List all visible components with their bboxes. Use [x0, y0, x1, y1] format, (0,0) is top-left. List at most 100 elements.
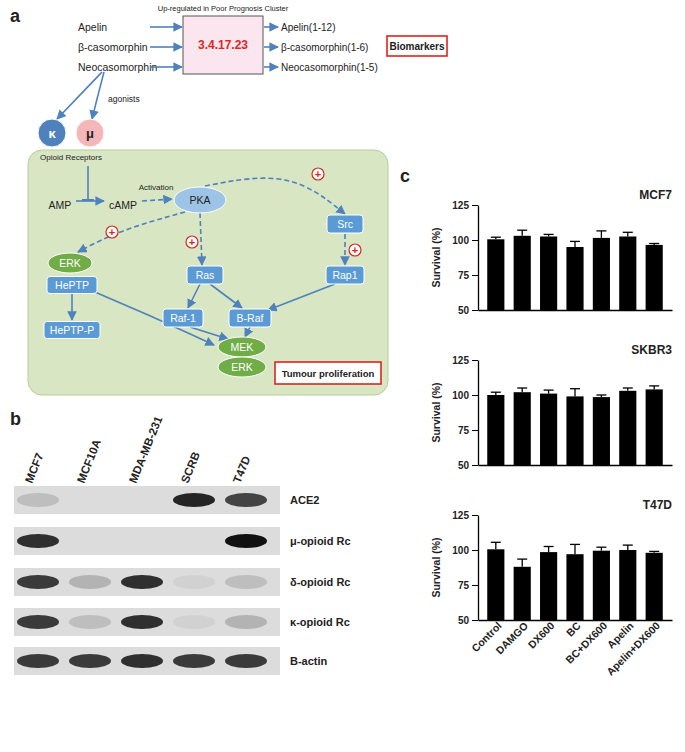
- enzyme: 3.4.17.23: [198, 38, 248, 52]
- lane-label: MDA-MB-231: [127, 414, 165, 485]
- heptp-heptpp: [71, 294, 73, 320]
- tick-label: DAMGO: [493, 619, 530, 656]
- tick-label: DX600: [525, 619, 556, 650]
- biomarkers-box: [387, 36, 447, 56]
- error-cap: [517, 558, 527, 559]
- outcome: Tumour proliferation: [282, 368, 375, 379]
- tick-label: BC+DX600: [563, 619, 609, 665]
- cell: [28, 150, 388, 395]
- error-stem: [601, 231, 602, 238]
- bar: [566, 554, 583, 620]
- error-cap: [623, 544, 633, 545]
- lane-label: MCF7: [23, 451, 46, 485]
- error-bar: [517, 559, 527, 567]
- plus-circle: [312, 168, 324, 180]
- error-stem: [495, 542, 496, 549]
- blot-strip: [14, 568, 280, 596]
- band: [173, 654, 215, 668]
- band: [69, 575, 111, 589]
- node-label: cAMP: [109, 199, 137, 211]
- tick: BC+DX600: [563, 619, 609, 665]
- lane-label: MCF10A: [75, 438, 103, 485]
- error-bar: [649, 244, 659, 245]
- bar: [619, 237, 636, 311]
- substrate-arrow: [150, 26, 182, 28]
- tick-mark: [472, 310, 478, 311]
- node-src: [327, 215, 363, 233]
- node-label: Ras: [196, 269, 215, 281]
- band: [121, 654, 163, 668]
- plus-circle: [106, 226, 118, 238]
- tick-label: 50: [458, 460, 470, 471]
- error-cap: [623, 232, 633, 233]
- pka-erk: [78, 212, 185, 252]
- error-stem: [574, 241, 575, 247]
- bar: [540, 237, 557, 311]
- y-axis-title: Survival (%): [430, 227, 442, 287]
- tick-mark: [472, 515, 478, 516]
- chart-title: T47D: [643, 498, 673, 512]
- bar: [646, 245, 663, 310]
- bar: [593, 238, 610, 310]
- error-bar: [570, 544, 580, 554]
- tick: 75: [458, 580, 478, 591]
- row-label: ACE2: [290, 494, 319, 506]
- bar: [540, 552, 557, 620]
- rap1-braf: [268, 284, 335, 310]
- ras-braf: [210, 284, 242, 308]
- band: [69, 654, 111, 668]
- tick-mark: [472, 465, 478, 466]
- band: [17, 575, 59, 589]
- tick-label: 100: [452, 390, 469, 401]
- tick-label: 125: [452, 355, 469, 366]
- tick: 100: [452, 390, 478, 401]
- band: [173, 575, 215, 589]
- tick-label: 125: [452, 510, 469, 521]
- error-bar: [623, 232, 633, 236]
- node-pka: [174, 187, 226, 213]
- biomarkers: Biomarkers: [389, 41, 444, 52]
- band: [225, 534, 267, 548]
- error-bar: [491, 542, 501, 549]
- agonists: agonists: [108, 94, 140, 104]
- panel-label: c: [400, 166, 410, 186]
- node-label: Raf-1: [170, 312, 196, 324]
- tick-label: 75: [458, 270, 470, 281]
- y-axis: 5075100125: [452, 510, 478, 626]
- error-bar: [596, 547, 606, 551]
- bar: [593, 397, 610, 465]
- error-bar: [544, 547, 554, 553]
- node-mek: [218, 337, 266, 357]
- plot-area: [487, 230, 663, 310]
- node-label: Src: [337, 218, 353, 230]
- tick: DX600: [525, 619, 556, 650]
- receptor-label: μ: [86, 126, 94, 141]
- error-cap: [491, 237, 501, 238]
- band: [225, 615, 267, 629]
- axis-line: [478, 361, 479, 466]
- tick-mark: [472, 240, 478, 241]
- error-bar: [649, 551, 659, 552]
- bar: [566, 396, 583, 465]
- tick-mark: [472, 620, 478, 621]
- axis-line: [479, 465, 673, 466]
- error-stem: [574, 389, 575, 397]
- src-rap1: [344, 234, 346, 265]
- chart: 5075100125MCF7Survival (%): [430, 188, 673, 316]
- blot-strip: [14, 647, 280, 675]
- y-axis: 5075100125: [452, 200, 478, 316]
- band: [17, 654, 59, 668]
- panel-b: bMCF7MCF10AMDA-MB-231SCRBT47DACE2μ-opioi…: [10, 409, 351, 675]
- tick-mark: [472, 360, 478, 361]
- axis-line: [478, 516, 479, 621]
- bar: [540, 394, 557, 465]
- node-braf: [229, 309, 271, 327]
- node-label: ERK: [231, 361, 253, 373]
- tick: 125: [452, 355, 478, 366]
- product: β-casomorphin(1-6): [281, 42, 368, 53]
- node-rap1: [326, 266, 364, 284]
- tick: 75: [458, 270, 478, 281]
- plot-area: [487, 386, 663, 465]
- error-cap: [649, 385, 659, 386]
- tick-label: 50: [458, 305, 470, 316]
